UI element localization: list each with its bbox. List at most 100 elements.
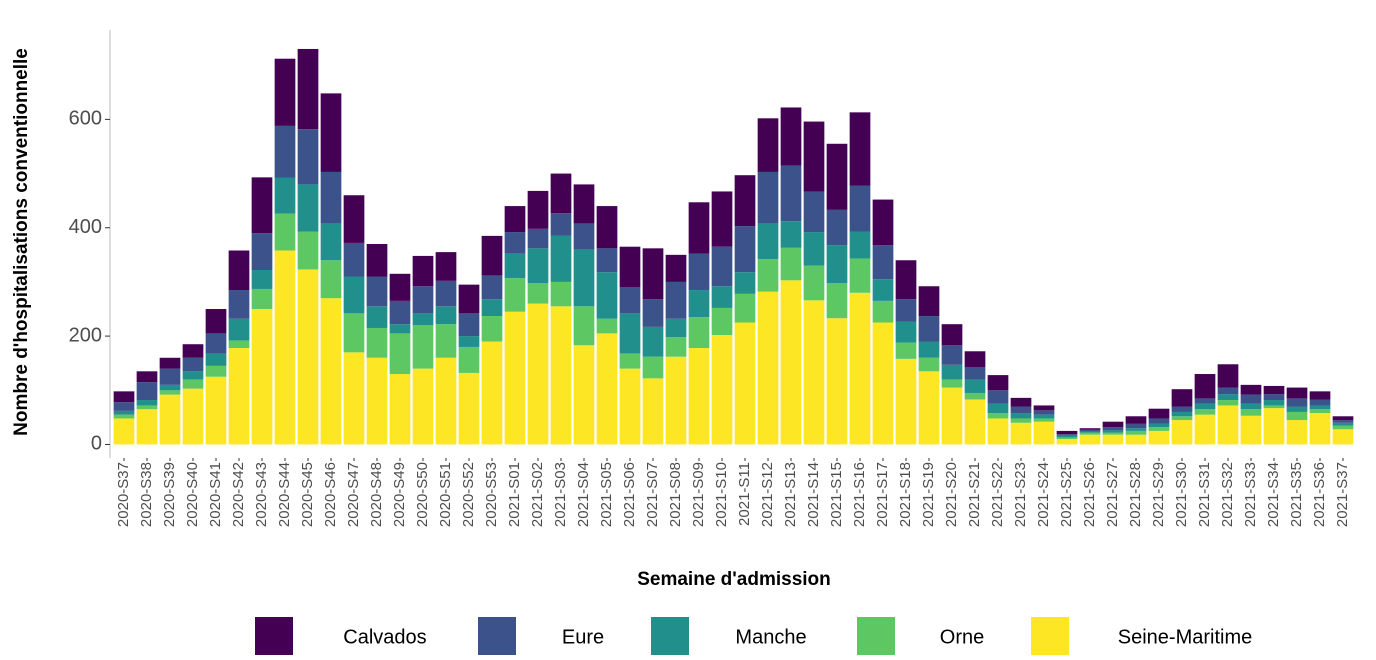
bar-segment (826, 318, 848, 445)
bar-segment (941, 379, 963, 388)
bar-segment (1240, 394, 1262, 404)
bar-segment (1263, 394, 1285, 401)
bar-segment (1056, 435, 1078, 438)
bar-segment (297, 129, 319, 185)
bar-segment (1010, 406, 1032, 414)
bar-segment (251, 288, 273, 310)
bar-segment (251, 309, 273, 445)
bar-segment (665, 281, 687, 319)
bar-segment (596, 248, 618, 273)
bar-segment (780, 247, 802, 281)
bar-segment (1033, 421, 1055, 445)
bar-segment (274, 58, 296, 126)
bar-segment (872, 279, 894, 301)
bar-segment (1148, 430, 1170, 445)
bar-segment (1125, 428, 1147, 431)
bar-segment (895, 358, 917, 445)
bar-segment (987, 403, 1009, 414)
bar-segment (1240, 403, 1262, 410)
legend-key (255, 617, 293, 655)
bar-segment (1286, 420, 1308, 445)
bar-segment (274, 177, 296, 214)
bar-segment (274, 213, 296, 251)
bar-segment (1125, 434, 1147, 445)
bar-segment (872, 199, 894, 246)
bar-segment (527, 283, 549, 304)
bar-segment (435, 306, 457, 325)
bar-segment (1056, 430, 1078, 435)
bar-segment (918, 357, 940, 372)
bar-segment (1056, 434, 1078, 436)
bar-segment (1102, 421, 1124, 428)
bar-segment (1102, 430, 1124, 433)
x-tick-label: 2020-S41 (207, 462, 224, 527)
bar-segment (205, 333, 227, 354)
bar-segment (320, 171, 342, 224)
x-tick-label: 2021-S24 (1035, 462, 1052, 527)
bar-segment (780, 221, 802, 248)
x-tick-label: 2021-S17 (874, 462, 891, 527)
x-tick-label: 2021-S37 (1334, 462, 1351, 527)
x-tick-label: 2020-S47 (345, 462, 362, 527)
legend-key (857, 617, 895, 655)
x-tick-label: 2021-S32 (1219, 462, 1236, 527)
bar-segment (596, 206, 618, 249)
bar-segment (688, 202, 710, 254)
y-tick-label: 600 (69, 108, 102, 130)
bar-segment (113, 414, 135, 419)
bar-segment (481, 235, 503, 276)
bar-segment (228, 290, 250, 319)
bar-segment (757, 259, 779, 292)
x-tick-label: 2021-S34 (1265, 462, 1282, 527)
bar-segment (895, 260, 917, 300)
bar-segment (964, 392, 986, 400)
x-tick-label: 2021-S31 (1196, 462, 1213, 527)
bar-segment (941, 324, 963, 346)
bar-segment (527, 303, 549, 445)
bar-segment (320, 93, 342, 172)
bar-segment (412, 368, 434, 445)
bar-segment (849, 292, 871, 445)
bar-segment (412, 325, 434, 369)
bar-segment (458, 284, 480, 314)
x-tick-label: 2021-S04 (575, 462, 592, 527)
bar-segment (895, 321, 917, 343)
bar-segment (642, 356, 664, 379)
bar-segment (1217, 400, 1239, 406)
bar-segment (1148, 427, 1170, 431)
bar-segment (205, 309, 227, 334)
x-tick-label: 2021-S11 (736, 462, 753, 526)
y-axis-title: Nombre d'hospitalisations conventionnell… (11, 48, 32, 436)
bar-segment (1079, 432, 1101, 435)
bar-segment (527, 190, 549, 229)
bar-segment (1148, 408, 1170, 419)
bar-segment (182, 344, 204, 358)
bar-segment (1332, 422, 1354, 426)
bar-segment (113, 410, 135, 415)
x-tick-label: 2020-S45 (299, 462, 316, 527)
x-tick-label: 2020-S51 (437, 462, 454, 527)
bar-segment (964, 351, 986, 367)
bar-segment (366, 276, 388, 307)
bar-segment (849, 112, 871, 186)
bar-segment (136, 405, 158, 410)
bar-segment (113, 402, 135, 411)
x-tick-label: 2021-S05 (598, 462, 615, 527)
bar-segment (757, 118, 779, 172)
bar-segment (1102, 427, 1124, 431)
x-tick-label: 2021-S25 (1058, 462, 1075, 527)
bar-segment (136, 371, 158, 383)
bar-segment (527, 228, 549, 249)
bar-segment (435, 357, 457, 445)
bar-segment (1125, 423, 1147, 429)
bar-segment (1079, 429, 1101, 432)
bar-segment (642, 378, 664, 445)
x-tick-label: 2021-S21 (966, 462, 983, 527)
bar-segment (918, 316, 940, 342)
bar-segment (228, 250, 250, 291)
bar-segment (320, 223, 342, 261)
bar-segment (803, 121, 825, 192)
bar-segment (504, 232, 526, 254)
x-tick-label: 2020-S48 (368, 462, 385, 527)
